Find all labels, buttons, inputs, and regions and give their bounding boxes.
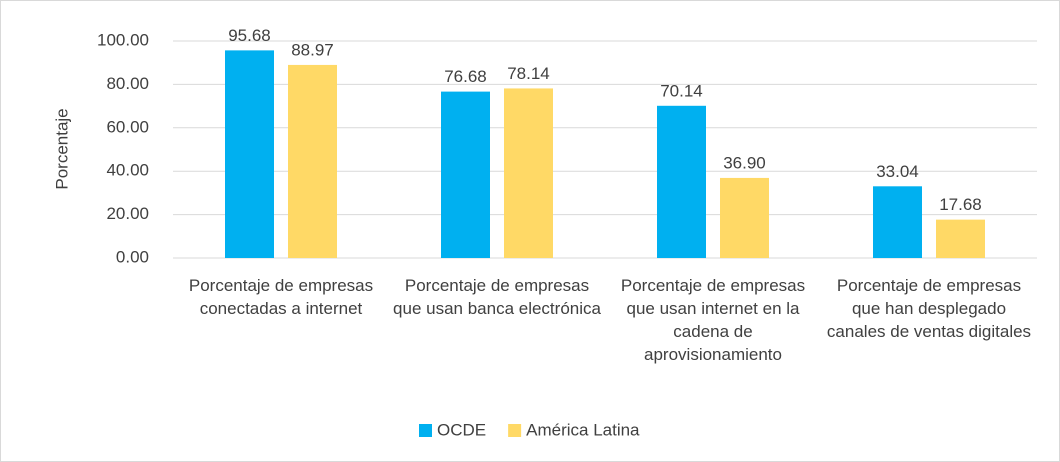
x-tick-label: Porcentaje de empresas conectadas a inte…	[188, 276, 374, 318]
data-label: 33.04	[876, 162, 919, 181]
data-label: 76.68	[444, 67, 487, 86]
x-tick-label: Porcentaje de empresas que han desplegad…	[826, 276, 1032, 341]
data-label: 95.68	[228, 26, 271, 45]
y-tick-label: 80.00	[106, 74, 149, 93]
y-tick-label: 0.00	[116, 247, 149, 266]
data-label: 78.14	[507, 64, 550, 83]
y-axis-title: Porcentaje	[52, 108, 71, 189]
bar	[504, 88, 553, 258]
legend-label: América Latina	[526, 420, 640, 439]
bar	[288, 64, 337, 258]
y-tick-label: 20.00	[106, 204, 149, 223]
bar	[441, 91, 490, 258]
legend-swatch	[508, 424, 522, 437]
bar	[873, 186, 922, 258]
x-tick-label: Porcentaje de empresas que usan internet…	[620, 276, 806, 364]
legend-label: OCDE	[437, 420, 486, 439]
data-label: 17.68	[939, 195, 982, 214]
legend-swatch	[419, 424, 432, 437]
y-tick-label: 40.00	[106, 161, 149, 180]
bar	[225, 50, 274, 258]
bar	[720, 177, 769, 258]
x-tick-label: Porcentaje de empresas que usan banca el…	[393, 276, 601, 318]
y-tick-label: 100.00	[97, 30, 149, 49]
data-label: 36.90	[723, 153, 766, 172]
bar	[657, 105, 706, 258]
bar	[936, 219, 985, 258]
data-label: 88.97	[291, 40, 334, 59]
data-label: 70.14	[660, 81, 703, 100]
y-tick-label: 60.00	[106, 117, 149, 136]
